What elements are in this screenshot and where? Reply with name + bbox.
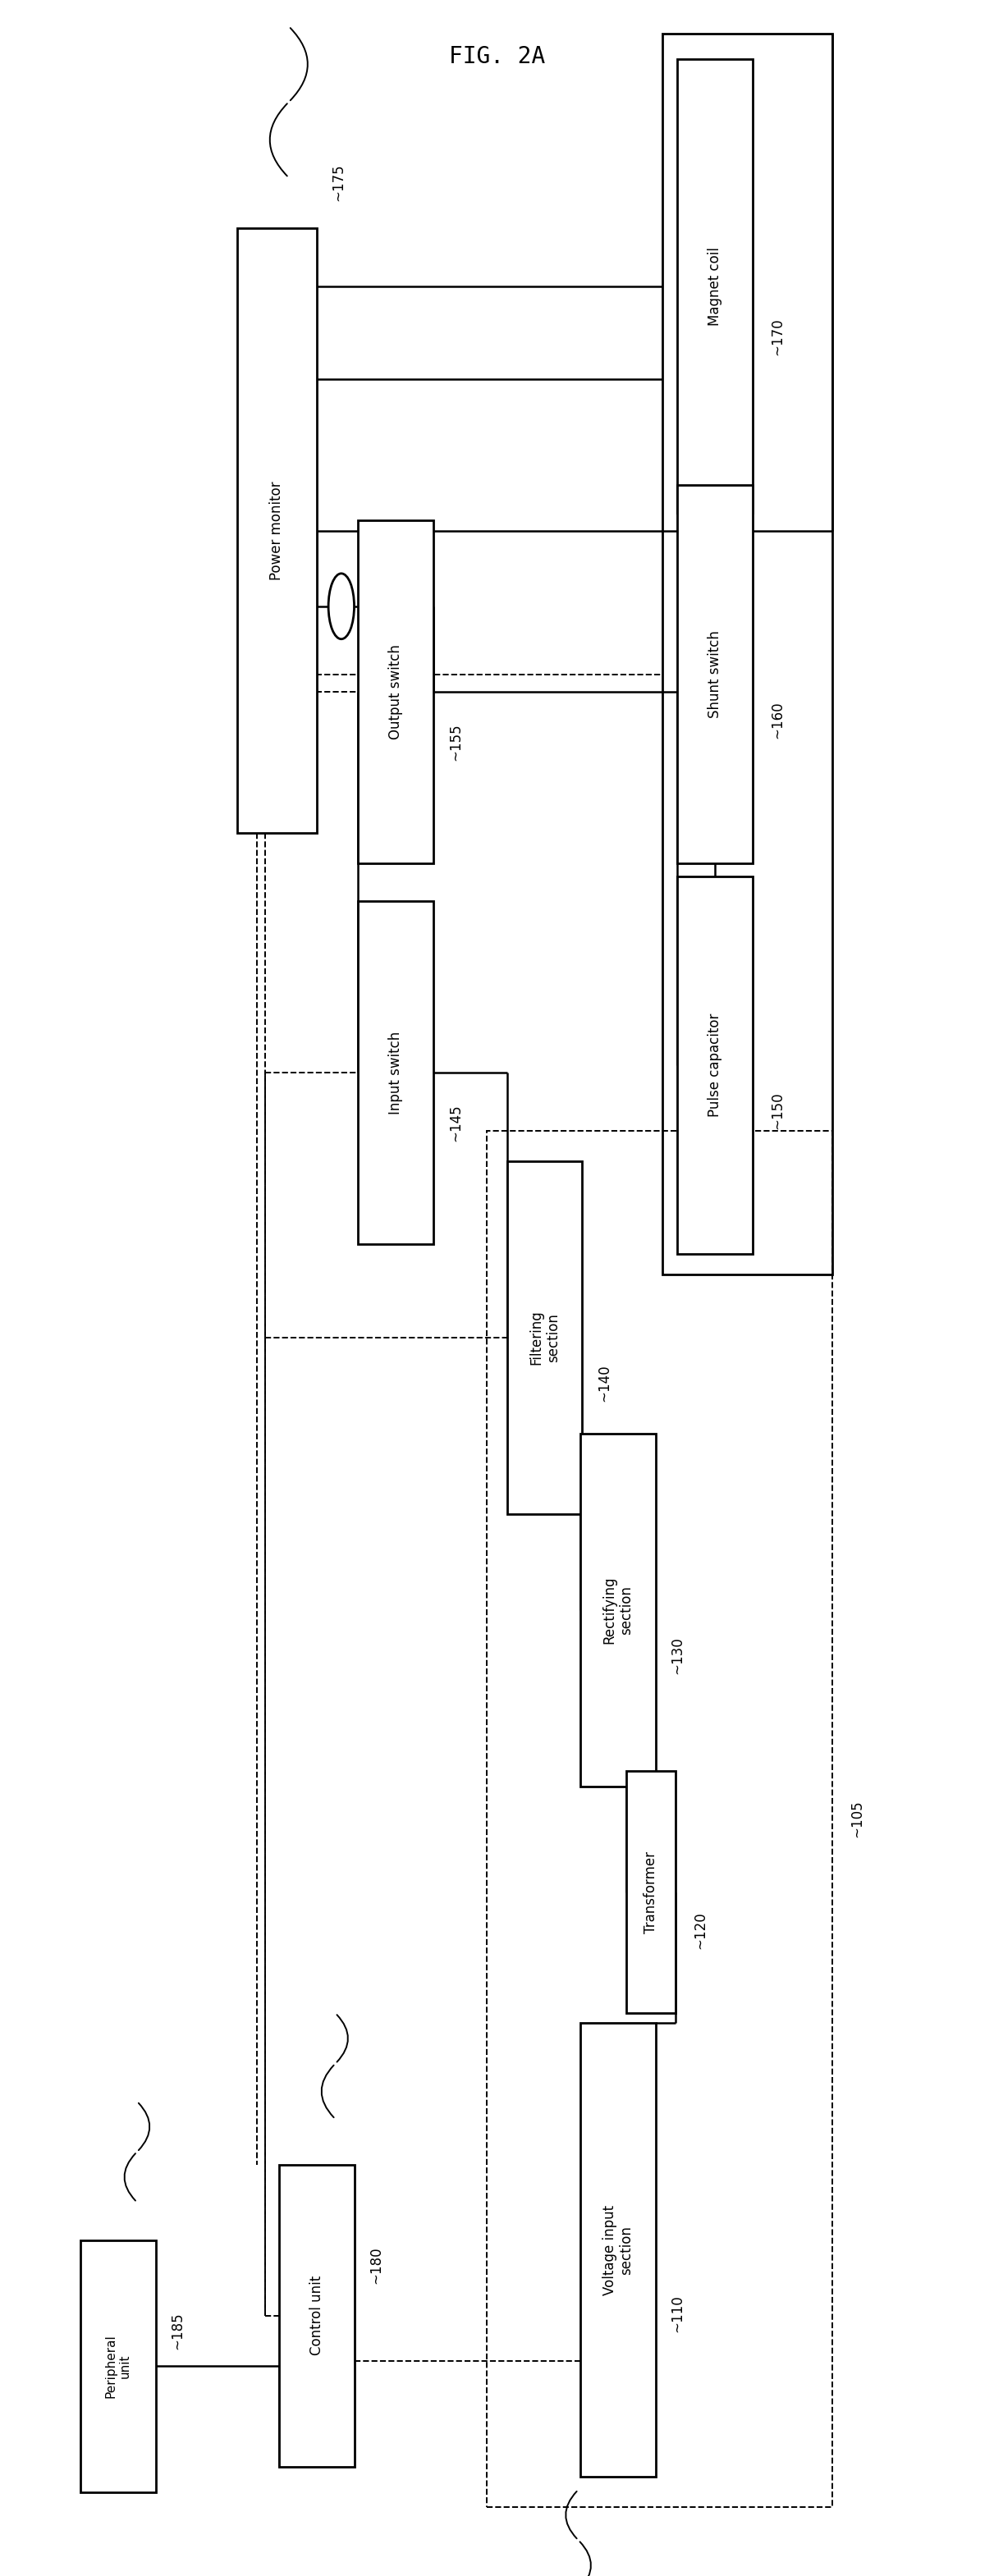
FancyBboxPatch shape [358,520,433,863]
Text: ~130: ~130 [670,1636,685,1674]
FancyBboxPatch shape [279,2164,354,2468]
Text: Control unit: Control unit [309,2275,324,2354]
FancyBboxPatch shape [580,2022,656,2478]
Text: ~105: ~105 [850,1801,865,1837]
Text: Rectifying
section: Rectifying section [602,1577,634,1643]
Text: FIG. 2A: FIG. 2A [449,46,545,67]
Text: ~140: ~140 [596,1365,611,1401]
Text: ~110: ~110 [670,2295,685,2331]
FancyBboxPatch shape [678,876,752,1255]
Text: ~120: ~120 [693,1911,708,1947]
Text: ~175: ~175 [331,165,346,201]
Text: Power monitor: Power monitor [269,482,284,580]
Text: Output switch: Output switch [389,644,404,739]
Text: ~180: ~180 [369,2246,384,2285]
FancyBboxPatch shape [81,2241,156,2491]
FancyBboxPatch shape [358,902,433,1244]
Text: Magnet coil: Magnet coil [708,247,723,325]
Text: Peripheral
unit: Peripheral unit [104,2334,131,2398]
Text: ~145: ~145 [448,1105,463,1141]
Text: ~185: ~185 [170,2313,185,2349]
Text: Transformer: Transformer [643,1852,658,1932]
Text: ~160: ~160 [770,701,785,739]
Text: ~170: ~170 [770,317,785,355]
Text: Pulse capacitor: Pulse capacitor [708,1012,723,1118]
Text: Shunt switch: Shunt switch [708,631,723,719]
Text: ~155: ~155 [448,724,463,760]
FancyBboxPatch shape [678,484,752,863]
FancyBboxPatch shape [507,1162,582,1515]
Text: Voltage input
section: Voltage input section [602,2205,634,2295]
FancyBboxPatch shape [626,1772,676,2014]
Text: Filtering
section: Filtering section [529,1311,561,1365]
FancyBboxPatch shape [580,1432,656,1785]
Text: ~150: ~150 [770,1092,785,1128]
FancyBboxPatch shape [678,59,752,513]
Text: Input switch: Input switch [389,1030,404,1115]
FancyBboxPatch shape [238,229,316,832]
